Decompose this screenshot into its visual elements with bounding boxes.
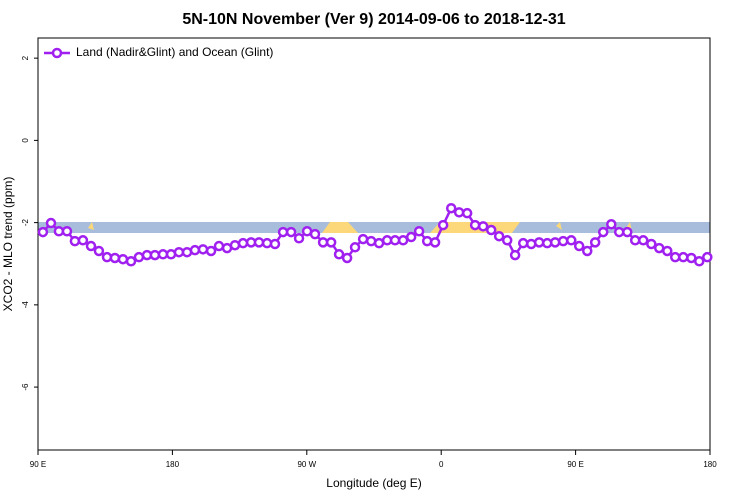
- data-point: [133, 251, 145, 263]
- data-point: [333, 249, 345, 260]
- data-point: [325, 237, 337, 248]
- data-point: [37, 226, 49, 238]
- data-point: [469, 219, 481, 231]
- x-tick-label: 180: [166, 460, 180, 469]
- y-tick-label: 2: [21, 55, 30, 60]
- data-point: [389, 235, 401, 246]
- data-point: [581, 245, 593, 257]
- data-point: [45, 217, 57, 229]
- data-point: [637, 235, 649, 246]
- data-point: [69, 235, 81, 247]
- data-point: [277, 226, 289, 238]
- data-point: [309, 228, 321, 240]
- data-point: [357, 233, 369, 245]
- data-point: [397, 235, 409, 246]
- data-point: [622, 226, 633, 238]
- data-point: [485, 224, 497, 236]
- data-point: [205, 245, 217, 257]
- x-tick-label: 180: [703, 460, 717, 469]
- data-point: [413, 226, 425, 237]
- data-point: [253, 237, 265, 248]
- data-point: [117, 253, 129, 265]
- x-tick-label: 90 E: [30, 460, 46, 469]
- x-axis-label: Longitude (deg E): [326, 476, 421, 490]
- data-point: [213, 240, 225, 252]
- data-point: [437, 219, 449, 231]
- data-point: [93, 245, 105, 257]
- x-tick-label: 90 W: [297, 460, 316, 469]
- data-point: [421, 235, 433, 247]
- data-point: [317, 237, 329, 248]
- plot-frame: [37, 37, 711, 451]
- data-point: [501, 235, 513, 246]
- data-point: [662, 245, 673, 257]
- y-tick-label: 0: [21, 138, 30, 143]
- data-point: [405, 231, 417, 243]
- data-point: [269, 238, 281, 250]
- data-point: [125, 256, 137, 267]
- data-point: [445, 202, 457, 214]
- data-point: [566, 235, 577, 246]
- data-point: [429, 237, 441, 248]
- data-point: [157, 249, 169, 260]
- data-point: [453, 207, 465, 218]
- y-tick-label: -2: [21, 219, 30, 227]
- data-point: [341, 252, 353, 264]
- data-point: [653, 242, 665, 254]
- data-point: [549, 237, 561, 248]
- y-tick-label: -6: [21, 383, 30, 391]
- legend-marker: [51, 47, 63, 59]
- data-point: [678, 251, 689, 263]
- data-point: [613, 226, 625, 238]
- data-point: [61, 226, 73, 237]
- data-point: [693, 256, 705, 267]
- data-point: [189, 244, 201, 256]
- data-point: [557, 235, 569, 247]
- chart-title: 5N-10N November (Ver 9) 2014-09-06 to 20…: [182, 11, 565, 28]
- data-point: [517, 237, 529, 249]
- data-point: [702, 251, 713, 263]
- data-point: [53, 226, 65, 237]
- data-point: [629, 235, 641, 246]
- data-point: [173, 246, 185, 258]
- data-point: [373, 237, 385, 249]
- data-point: [237, 237, 249, 249]
- data-point: [509, 249, 521, 261]
- data-point: [597, 226, 609, 238]
- data-point: [85, 240, 97, 252]
- data-point: [285, 226, 297, 238]
- x-tick-label: 0: [439, 460, 444, 469]
- data-point: [349, 242, 361, 253]
- data-point: [229, 239, 241, 251]
- x-tick-label: 90 E: [567, 460, 583, 469]
- data-point: [293, 232, 305, 244]
- data-point: [149, 249, 161, 261]
- data-point: [493, 230, 505, 242]
- data-point: [646, 238, 657, 250]
- data-point: [669, 251, 681, 263]
- legend-label: Land (Nadir&Glint) and Ocean (Glint): [76, 45, 273, 59]
- data-point: [109, 252, 121, 264]
- data-point: [197, 244, 209, 255]
- data-point: [477, 221, 489, 232]
- y-axis-label: XCO2 - MLO trend (ppm): [1, 177, 15, 312]
- data-point: [589, 237, 601, 248]
- data-point: [77, 235, 89, 246]
- y-tick-label: -4: [21, 301, 30, 309]
- data-point: [461, 207, 473, 219]
- data-point: [533, 237, 545, 248]
- data-point: [606, 219, 617, 230]
- data-point: [573, 240, 585, 252]
